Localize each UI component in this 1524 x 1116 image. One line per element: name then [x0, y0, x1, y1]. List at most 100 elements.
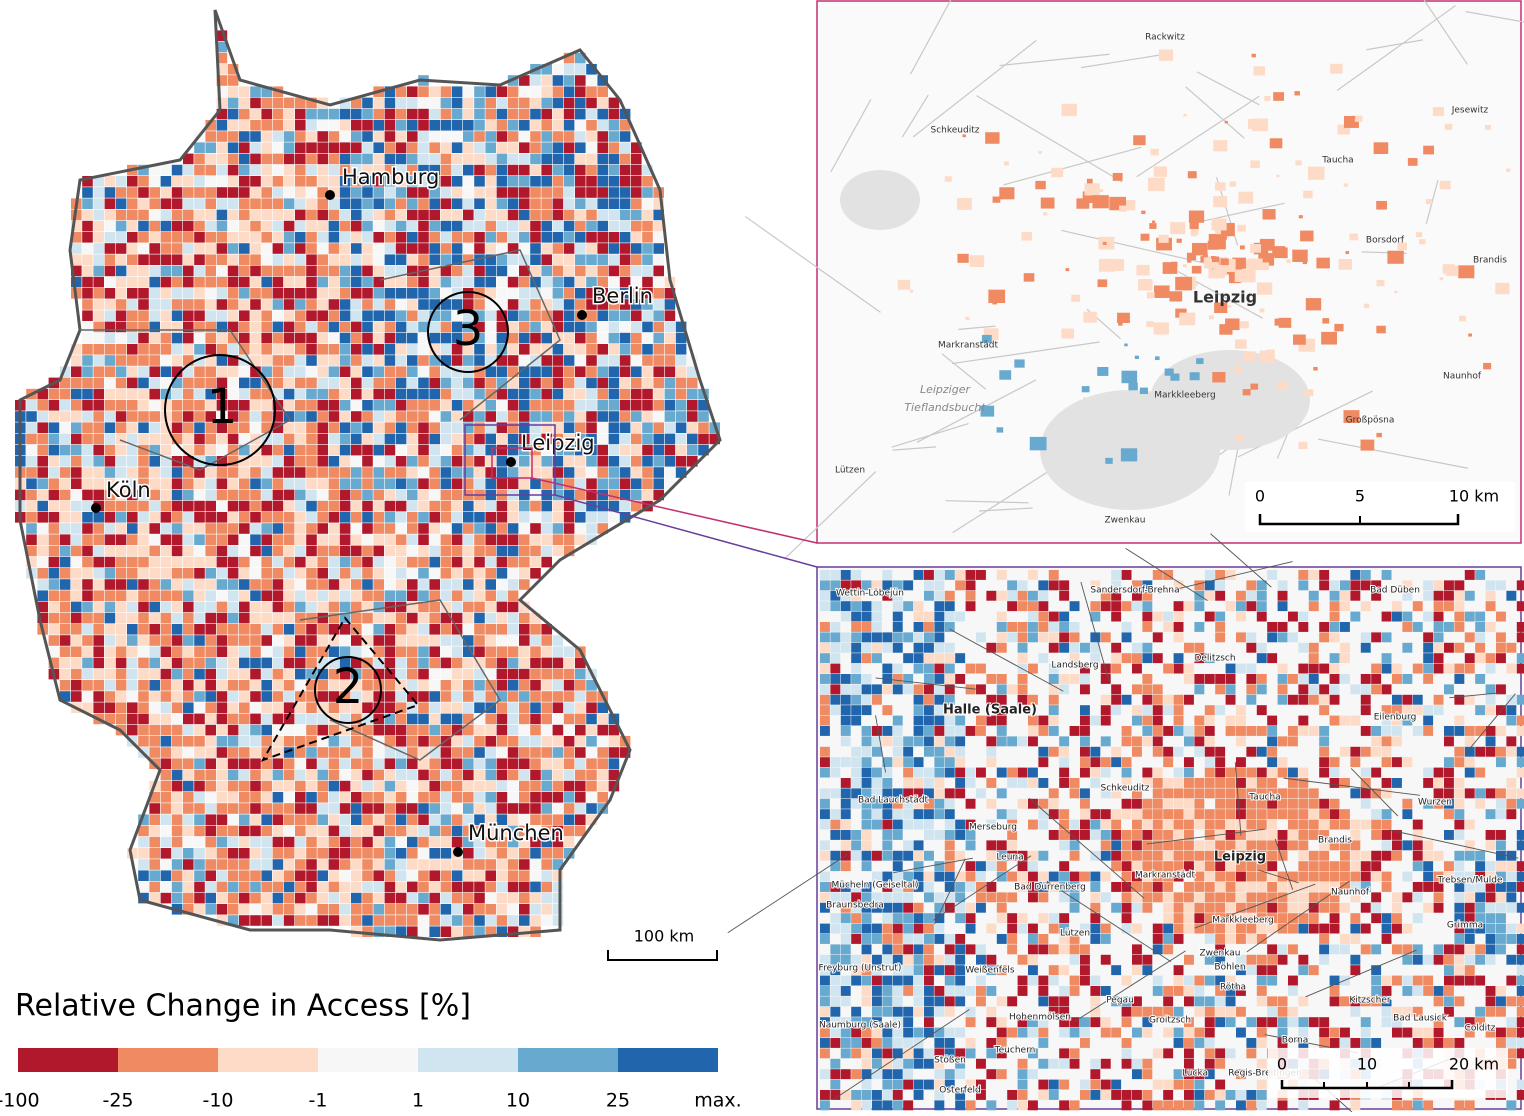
grid-cell: [149, 434, 160, 445]
grid-cell: [362, 501, 373, 512]
grid-cell: [396, 546, 407, 557]
grid-cell: [485, 98, 496, 109]
grid-cell: [183, 546, 194, 557]
settlement-cell: [1087, 179, 1093, 184]
grid-cell: [396, 198, 407, 209]
grid-cell: [575, 355, 586, 366]
grid-cell: [1361, 684, 1371, 694]
grid-cell: [228, 98, 239, 109]
grid-cell: [172, 680, 183, 691]
grid-cell: [620, 333, 631, 344]
grid-cell: [407, 736, 418, 747]
grid-cell: [452, 837, 463, 848]
grid-cell: [620, 400, 631, 411]
grid-cell: [934, 799, 944, 809]
grid-cell: [1236, 716, 1246, 726]
grid-cell: [418, 422, 429, 433]
grid-cell: [284, 478, 295, 489]
grid-cell: [60, 389, 71, 400]
grid-cell: [642, 322, 653, 333]
grid-cell: [329, 243, 340, 254]
grid-cell: [138, 691, 149, 702]
settlement-cell: [1159, 49, 1173, 60]
grid-cell: [239, 490, 250, 501]
grid-cell: [228, 579, 239, 590]
grid-cell: [553, 646, 564, 657]
grid-cell: [862, 809, 872, 819]
grid-cell: [463, 165, 474, 176]
grid-cell: [385, 546, 396, 557]
grid-cell: [228, 344, 239, 355]
settlement-cell: [1148, 178, 1165, 191]
grid-cell: [273, 613, 284, 624]
grid-cell: [172, 210, 183, 221]
grid-cell: [986, 799, 996, 809]
grid-cell: [295, 378, 306, 389]
grid-cell: [597, 467, 608, 478]
grid-cell: [508, 142, 519, 153]
grid-cell: [1059, 768, 1069, 778]
grid-cell: [149, 837, 160, 848]
grid-cell: [1018, 632, 1028, 642]
grid-cell: [418, 736, 429, 747]
grid-cell: [1423, 778, 1433, 788]
grid-cell: [485, 198, 496, 209]
grid-cell: [497, 781, 508, 792]
grid-cell: [418, 915, 429, 926]
grid-cell: [105, 568, 116, 579]
grid-cell: [329, 848, 340, 859]
grid-cell: [217, 725, 228, 736]
grid-cell: [340, 512, 351, 523]
grid-cell: [194, 277, 205, 288]
grid-cell: [1246, 809, 1256, 819]
grid-cell: [553, 848, 564, 859]
grid-cell: [351, 120, 362, 131]
grid-cell: [351, 859, 362, 870]
grid-cell: [429, 422, 440, 433]
grid-cell: [1090, 809, 1100, 819]
grid-cell: [1205, 809, 1215, 819]
grid-cell: [485, 109, 496, 120]
grid-cell: [474, 669, 485, 680]
grid-cell: [217, 478, 228, 489]
grid-cell: [452, 859, 463, 870]
grid-cell: [205, 299, 216, 310]
grid-cell: [205, 467, 216, 478]
grid-cell: [1007, 622, 1017, 632]
grid-cell: [463, 154, 474, 165]
grid-cell: [82, 546, 93, 557]
grid-cell: [161, 366, 172, 377]
grid-cell: [1257, 809, 1267, 819]
grid-cell: [452, 378, 463, 389]
grid-cell: [1278, 684, 1288, 694]
grid-cell: [306, 490, 317, 501]
grid-cell: [295, 613, 306, 624]
grid-cell: [1517, 726, 1524, 736]
grid-cell: [474, 680, 485, 691]
grid-cell: [329, 333, 340, 344]
settlement-cell: [1263, 209, 1276, 219]
grid-cell: [239, 277, 250, 288]
place-label: Borsdorf: [1366, 236, 1405, 246]
grid-cell: [1257, 726, 1267, 736]
grid-cell: [127, 254, 138, 265]
grid-cell: [1059, 809, 1069, 819]
grid-cell: [418, 624, 429, 635]
grid-cell: [385, 803, 396, 814]
settlement-cell: [1316, 258, 1329, 269]
grid-cell: [519, 534, 530, 545]
grid-cell: [385, 344, 396, 355]
grid-cell: [1090, 778, 1100, 788]
grid-cell: [93, 691, 104, 702]
grid-cell: [463, 120, 474, 131]
grid-cell: [631, 210, 642, 221]
grid-cell: [1496, 612, 1506, 622]
grid-cell: [586, 232, 597, 243]
grid-cell: [194, 165, 205, 176]
grid-cell: [497, 557, 508, 568]
grid-cell: [485, 590, 496, 601]
grid-cell: [575, 333, 586, 344]
grid-cell: [541, 725, 552, 736]
grid-cell: [194, 400, 205, 411]
grid-cell: [1132, 643, 1142, 653]
